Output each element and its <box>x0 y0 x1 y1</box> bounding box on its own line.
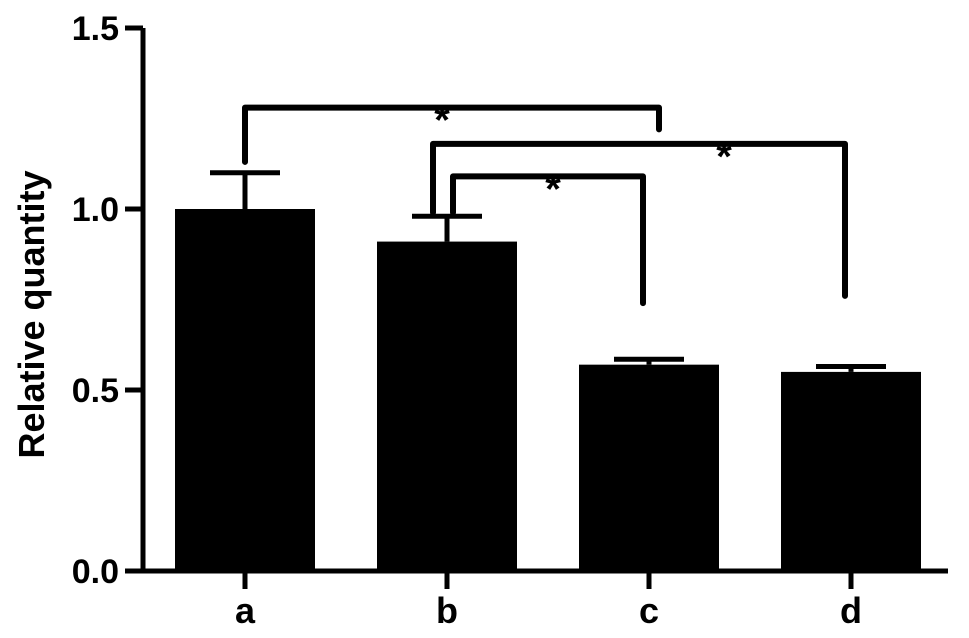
sig-bracket-b-c <box>450 173 646 307</box>
x-axis-ticks: a b c d <box>235 571 862 631</box>
y-axis-title: Relative quantity <box>11 170 52 458</box>
sig-bracket-b-d <box>430 140 848 299</box>
x-tick-label-d: d <box>840 590 862 631</box>
bar-a <box>175 209 315 571</box>
bar-c <box>579 364 719 571</box>
y-tick-label: 0.5 <box>72 372 119 410</box>
y-axis-ticks: 0.0 0.5 1.0 1.5 <box>72 10 143 591</box>
y-tick-label: 1.5 <box>72 10 119 48</box>
significance-brackets: * * * <box>242 99 848 307</box>
error-bars <box>210 170 886 372</box>
x-tick-label-a: a <box>235 590 256 631</box>
x-tick-label-c: c <box>639 590 659 631</box>
sig-star-a-c: * <box>434 99 450 143</box>
y-tick-label: 1.0 <box>72 191 119 229</box>
bar-b <box>377 241 517 571</box>
sig-star-b-c: * <box>545 167 561 211</box>
sig-bracket-a-c <box>242 104 662 165</box>
bars <box>175 209 921 571</box>
bar-d <box>781 371 921 571</box>
sig-star-b-d: * <box>716 135 732 179</box>
y-tick-label: 0.0 <box>72 553 119 591</box>
x-tick-label-b: b <box>436 590 458 631</box>
